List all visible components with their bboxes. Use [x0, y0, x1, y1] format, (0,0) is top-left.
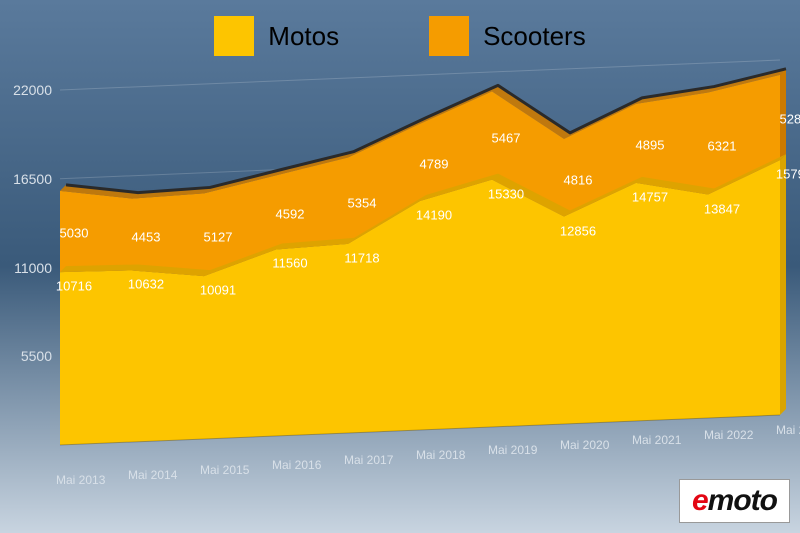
- logo-part-e: e: [692, 484, 708, 518]
- y-tick: 11000: [2, 260, 52, 276]
- data-label-motos: 10632: [128, 277, 164, 292]
- data-label-scooters: 4895: [636, 138, 665, 153]
- data-label-scooters: 5354: [348, 195, 377, 210]
- y-tick: 16500: [2, 171, 52, 187]
- y-tick: 5500: [2, 348, 52, 364]
- data-label-scooters: 4816: [564, 172, 593, 187]
- logo-part-moto: moto: [708, 484, 777, 518]
- data-label-scooters: 4789: [420, 157, 449, 172]
- x-tick: Mai 2023: [776, 423, 800, 437]
- data-label-motos: 14190: [416, 208, 452, 223]
- x-tick: Mai 2020: [560, 438, 609, 452]
- data-label-scooters: 4592: [276, 207, 305, 222]
- x-tick: Mai 2016: [272, 458, 321, 472]
- data-label-scooters: 5284: [780, 112, 800, 127]
- data-label-scooters: 5030: [60, 226, 89, 241]
- x-tick: Mai 2013: [56, 473, 105, 487]
- x-tick: Mai 2017: [344, 453, 393, 467]
- x-tick: Mai 2015: [200, 463, 249, 477]
- data-label-scooters: 6321: [708, 138, 737, 153]
- data-label-motos: 15796: [776, 167, 800, 182]
- data-label-motos: 12856: [560, 223, 596, 238]
- data-label-motos: 15330: [488, 186, 524, 201]
- data-label-motos: 11718: [344, 250, 379, 265]
- data-label-scooters: 4453: [132, 229, 161, 244]
- x-tick: Mai 2021: [632, 433, 681, 447]
- data-label-motos: 14757: [632, 189, 668, 204]
- x-tick: Mai 2022: [704, 428, 753, 442]
- x-tick: Mai 2019: [488, 443, 537, 457]
- data-label-scooters: 5127: [204, 229, 233, 244]
- data-label-motos: 13847: [704, 201, 740, 216]
- data-label-motos: 11560: [272, 256, 307, 271]
- data-label-motos: 10716: [56, 279, 92, 294]
- data-label-scooters: 5467: [492, 130, 521, 145]
- y-tick: 22000: [2, 82, 52, 98]
- area-chart: [0, 0, 800, 533]
- x-tick: Mai 2018: [416, 448, 465, 462]
- data-label-motos: 10091: [200, 283, 236, 298]
- x-tick: Mai 2014: [128, 468, 177, 482]
- logo-emoto: emoto: [679, 479, 790, 523]
